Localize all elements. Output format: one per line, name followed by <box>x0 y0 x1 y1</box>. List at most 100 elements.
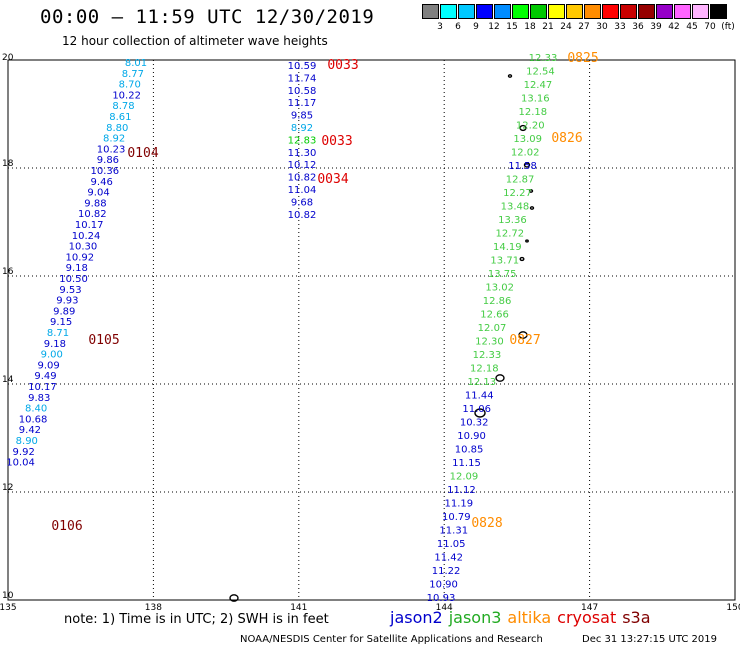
island-outline <box>518 331 528 339</box>
wave-height-label: 14.19 <box>493 242 522 253</box>
island-outline <box>529 206 535 210</box>
scale-swatch <box>602 4 619 19</box>
wave-height-label: 10.90 <box>457 431 486 442</box>
legend-jason2: jason2 <box>390 608 443 627</box>
wave-height-label: 9.04 <box>87 188 109 199</box>
wave-height-label: 13.48 <box>501 202 530 213</box>
island-outline <box>495 374 505 382</box>
legend-s3a: s3a <box>622 608 651 627</box>
wave-height-label: 11.04 <box>288 185 317 196</box>
island-outline <box>525 239 529 243</box>
wave-height-label: 10.22 <box>112 90 141 101</box>
wave-height-label: 9.85 <box>291 111 313 122</box>
wave-height-label: 11.30 <box>288 148 317 159</box>
wave-height-label: 11.42 <box>434 553 463 564</box>
wave-height-label: 10.82 <box>288 210 317 221</box>
scale-label: 18 <box>524 22 536 32</box>
wave-height-label: 9.15 <box>50 317 72 328</box>
wave-height-label: 11.05 <box>437 539 466 550</box>
wave-height-label: 11.17 <box>288 98 317 109</box>
wave-height-label: 11.19 <box>445 499 474 510</box>
x-tick-label: 138 <box>145 603 162 613</box>
scale-swatch <box>422 4 439 19</box>
wave-height-label: 8.90 <box>16 436 38 447</box>
x-tick-label: 147 <box>581 603 598 613</box>
wave-height-label: 8.78 <box>112 101 134 112</box>
scale-label: 9 <box>473 22 479 32</box>
wave-height-label: 12.18 <box>470 364 499 375</box>
wave-height-label: 8.92 <box>103 134 125 145</box>
scale-swatch <box>494 4 511 19</box>
wave-height-label: 9.68 <box>291 197 313 208</box>
scale-label: 27 <box>578 22 590 32</box>
wave-height-label: 11.58 <box>508 161 537 172</box>
scale-label: 6 <box>455 22 461 32</box>
wave-height-label: 9.88 <box>84 198 106 209</box>
wave-height-label: 10.30 <box>69 242 98 253</box>
scale-label: 15 <box>506 22 518 32</box>
pass-time-label: 0105 <box>88 333 119 348</box>
wave-height-label: 10.79 <box>442 512 471 523</box>
scale-label: 12 <box>488 22 500 32</box>
map-frame <box>7 59 736 601</box>
wave-height-label: 11.31 <box>439 526 468 537</box>
wave-height-label: 10.92 <box>66 252 95 263</box>
scale-label: 45 <box>686 22 698 32</box>
wave-height-label: 11.22 <box>432 566 461 577</box>
y-tick-label: 10 <box>2 591 14 601</box>
scale-label: 70 <box>704 22 716 32</box>
x-tick-label: 135 <box>0 603 17 613</box>
wave-height-label: 12.07 <box>478 323 507 334</box>
footer-note: note: 1) Time is in UTC; 2) SWH is in fe… <box>64 612 329 627</box>
scale-swatch <box>656 4 673 19</box>
wave-height-label: 8.92 <box>291 123 313 134</box>
wave-height-label: 9.00 <box>41 350 63 361</box>
wave-height-label: 11.15 <box>452 458 481 469</box>
x-tick-label: 150 <box>726 603 740 613</box>
scale-swatch <box>584 4 601 19</box>
wave-height-label: 9.53 <box>59 285 81 296</box>
wave-height-label: 12.18 <box>518 107 547 118</box>
y-tick-label: 14 <box>2 375 14 385</box>
wave-height-label: 8.71 <box>47 328 69 339</box>
wave-height-label: 12.66 <box>480 310 509 321</box>
wave-height-label: 8.01 <box>125 58 147 69</box>
wave-height-label: 10.23 <box>97 144 126 155</box>
wave-height-label: 12.33 <box>529 53 558 64</box>
wave-height-label: 10.24 <box>72 231 101 242</box>
wave-height-label: 9.93 <box>56 296 78 307</box>
scale-swatch <box>674 4 691 19</box>
pass-time-label: 0106 <box>51 519 82 534</box>
island-outline <box>519 256 525 262</box>
wave-height-label: 12.02 <box>511 148 540 159</box>
legend-jason3: jason3 <box>448 608 502 627</box>
wave-height-label: 13.75 <box>488 269 517 280</box>
wave-height-label: 10.04 <box>6 458 35 469</box>
wave-height-label: 10.36 <box>90 166 119 177</box>
pass-time-label: 0825 <box>567 51 598 66</box>
wave-height-label: 12.09 <box>450 472 479 483</box>
scale-label: 36 <box>632 22 644 32</box>
wave-height-label: 10.58 <box>288 86 317 97</box>
y-tick-label: 20 <box>2 53 14 63</box>
wave-height-label: 9.49 <box>34 371 56 382</box>
wave-height-label: 12.83 <box>288 135 317 146</box>
credit-text: NOAA/NESDIS Center for Satellite Applica… <box>240 634 543 645</box>
wave-height-label: 10.90 <box>429 580 458 591</box>
wave-height-label: 11.12 <box>447 485 476 496</box>
scale-swatch <box>530 4 547 19</box>
y-tick-label: 18 <box>2 159 14 169</box>
wave-height-label: 11.06 <box>462 404 491 415</box>
wave-height-label: 12.13 <box>467 377 496 388</box>
island-outline <box>474 408 486 418</box>
wave-height-label: 10.85 <box>455 445 484 456</box>
scale-label: 42 <box>668 22 680 32</box>
scale-swatch <box>566 4 583 19</box>
wave-height-label: 9.09 <box>38 360 60 371</box>
wave-height-label: 9.83 <box>28 393 50 404</box>
wave-height-label: 10.12 <box>288 160 317 171</box>
y-tick-label: 12 <box>2 483 13 493</box>
legend-cryosat: cryosat <box>557 608 617 627</box>
legend-altika: altika <box>507 608 552 627</box>
wave-height-label: 12.33 <box>473 350 502 361</box>
